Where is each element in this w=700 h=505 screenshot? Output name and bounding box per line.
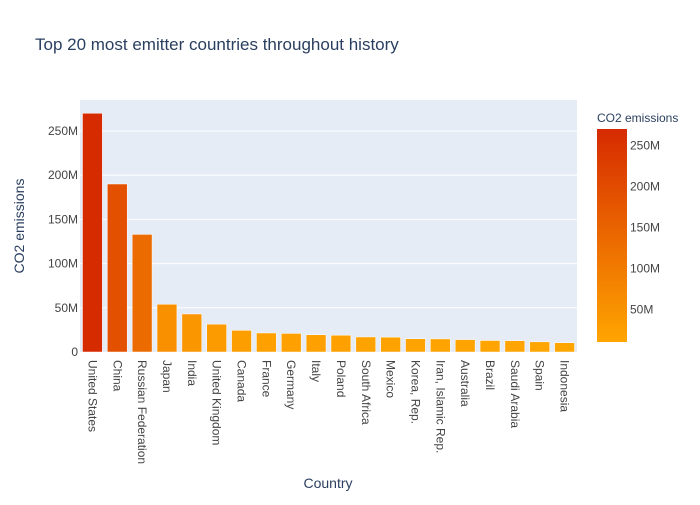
bar[interactable] bbox=[355, 336, 376, 353]
bar[interactable] bbox=[330, 334, 352, 353]
x-axis-title: Country bbox=[303, 475, 352, 491]
x-tick-label: Brazil bbox=[483, 360, 497, 390]
x-tick-label: Germany bbox=[284, 360, 298, 409]
x-tick-label: Italy bbox=[309, 360, 323, 382]
x-tick-label: Indonesia bbox=[558, 360, 572, 412]
bar[interactable] bbox=[430, 338, 451, 353]
x-tick-label: Spain bbox=[533, 360, 547, 391]
bar[interactable] bbox=[380, 336, 401, 353]
bar[interactable] bbox=[131, 234, 153, 353]
x-tick-label: United Kingdom bbox=[210, 360, 224, 445]
bar[interactable] bbox=[156, 304, 178, 353]
bar[interactable] bbox=[554, 342, 575, 353]
x-tick-label: France bbox=[259, 360, 273, 398]
bar[interactable] bbox=[107, 183, 128, 353]
y-tick-label: 50M bbox=[55, 301, 78, 315]
colorbar-tick-label: 50M bbox=[630, 303, 653, 317]
colorbar bbox=[597, 129, 627, 342]
x-tick-label: Australia bbox=[458, 360, 472, 407]
bar[interactable] bbox=[405, 338, 426, 353]
grid-lines bbox=[80, 130, 577, 309]
y-axis-title: CO2 emissions bbox=[11, 179, 27, 274]
chart-title: Top 20 most emitter countries throughout… bbox=[35, 35, 399, 54]
x-tick-label: Japan bbox=[160, 360, 174, 393]
x-axis-ticks: United States China Russian Federation Japa… bbox=[85, 360, 571, 464]
bar[interactable] bbox=[256, 332, 277, 353]
y-tick-label: 200M bbox=[48, 168, 78, 182]
colorbar-tick-label: 200M bbox=[630, 179, 660, 193]
x-tick-label: China bbox=[110, 360, 124, 392]
x-tick-label: Poland bbox=[334, 360, 348, 397]
x-tick-label: Korea, Rep. bbox=[408, 360, 422, 424]
y-tick-label: 0 bbox=[71, 345, 78, 359]
colorbar-tick-label: 100M bbox=[630, 262, 660, 276]
bar[interactable] bbox=[206, 323, 227, 353]
bar[interactable] bbox=[504, 340, 526, 353]
colorbar-title: CO2 emissions bbox=[597, 111, 678, 125]
bars bbox=[82, 113, 575, 353]
bar[interactable] bbox=[529, 341, 550, 353]
bar[interactable] bbox=[281, 333, 302, 353]
y-axis-ticks: 0 50M 100M 150M 200M 250M bbox=[48, 124, 78, 359]
y-tick-label: 250M bbox=[48, 124, 78, 138]
bar[interactable] bbox=[454, 339, 476, 353]
x-tick-label: Mexico bbox=[384, 360, 398, 398]
x-tick-label: Saudi Arabia bbox=[508, 360, 522, 428]
x-tick-label: Canada bbox=[235, 360, 249, 402]
plot-background bbox=[80, 100, 577, 352]
x-tick-label: United States bbox=[85, 360, 99, 432]
y-tick-label: 100M bbox=[48, 257, 78, 271]
x-tick-label: India bbox=[185, 360, 199, 386]
x-tick-label: Russian Federation bbox=[135, 360, 149, 464]
bar[interactable] bbox=[82, 113, 103, 353]
x-tick-label: South Africa bbox=[359, 360, 373, 425]
colorbar-ticks: 50M 100M 150M 200M 250M bbox=[630, 138, 660, 316]
colorbar-tick-label: 150M bbox=[630, 220, 660, 234]
bar[interactable] bbox=[231, 330, 252, 353]
y-tick-label: 150M bbox=[48, 212, 78, 226]
bar[interactable] bbox=[479, 340, 501, 353]
x-tick-label: Iran, Islamic Rep. bbox=[433, 360, 447, 453]
bar[interactable] bbox=[181, 313, 203, 353]
bar[interactable] bbox=[305, 334, 327, 353]
colorbar-tick-label: 250M bbox=[630, 138, 660, 152]
